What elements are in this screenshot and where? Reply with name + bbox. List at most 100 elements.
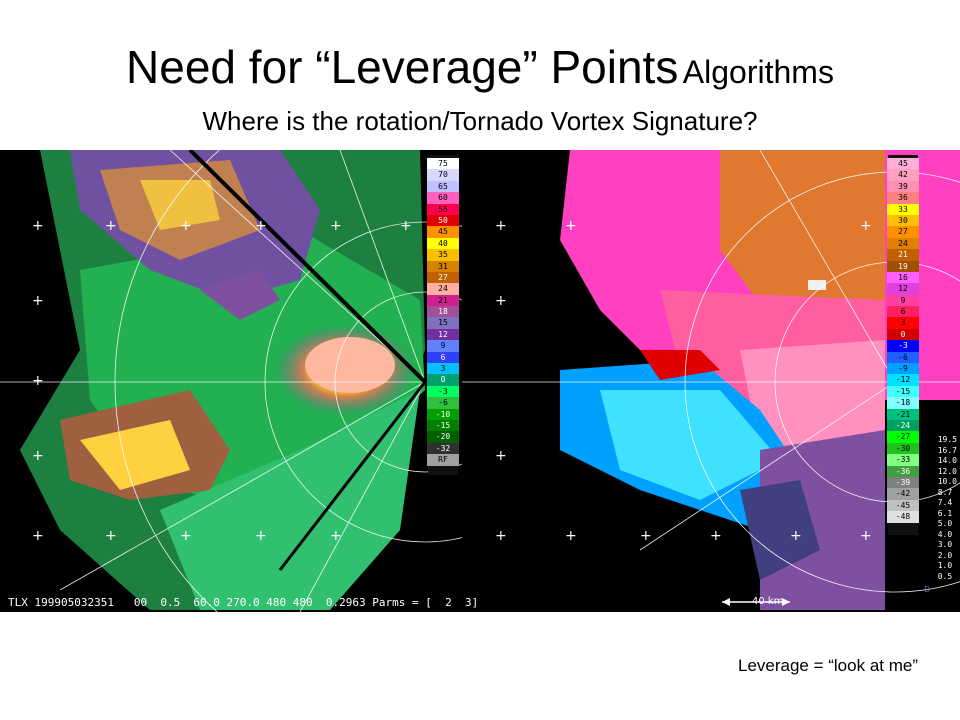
reflectivity-scale-entry: -32 <box>427 442 459 455</box>
reflectivity-scale-entry: 6 <box>427 351 459 364</box>
velocity-scale-entry: -33 <box>887 454 919 466</box>
corner-label: D <box>924 585 930 594</box>
right-scale-entry: 16.7 <box>937 445 957 455</box>
svg-text:+: + <box>32 373 44 389</box>
right-scale-entry: 14.0 <box>937 456 957 465</box>
velocity-scale-entry: 21 <box>887 249 919 261</box>
svg-text:+: + <box>860 528 872 544</box>
velocity-scale-entry: 45 <box>887 158 919 170</box>
reflectivity-scale-entry: -3 <box>427 385 459 398</box>
velocity-scale-entry: -9 <box>887 363 919 375</box>
reflectivity-scale-entry: 65 <box>427 180 459 193</box>
right-scale-entry: 12.0 <box>937 466 957 476</box>
velocity-scale-entry: -30 <box>887 442 919 455</box>
velocity-scale-entry: 0 <box>887 328 919 341</box>
svg-text:+: + <box>495 528 507 544</box>
velocity-scale-entry: 30 <box>887 214 919 227</box>
reflectivity-scale-entry: 27 <box>427 271 459 284</box>
svg-text:+: + <box>32 218 44 234</box>
svg-text:+: + <box>710 528 722 544</box>
title-small: Algorithms <box>682 54 834 90</box>
velocity-scale-entry: -15 <box>887 385 919 398</box>
velocity-scale-entry: 19 <box>887 260 919 272</box>
right-scale-entry: 3.0 <box>937 540 953 549</box>
slide-subtitle: Where is the rotation/Tornado Vortex Sig… <box>202 106 758 136</box>
radar-image: + + + + + + + + + + + + + + <box>0 150 960 612</box>
velocity-scale-entry: 6 <box>887 306 919 318</box>
reflectivity-scale-entry: -15 <box>427 419 459 432</box>
right-scale-entry: 8.7 <box>937 487 953 497</box>
svg-text:+: + <box>495 448 507 464</box>
svg-text:+: + <box>32 293 44 309</box>
velocity-scale-entry: 36 <box>887 192 919 204</box>
radar-display: + + + + + + + + + + + + + + <box>0 150 960 612</box>
reflectivity-scale-entry: 9 <box>427 340 459 352</box>
title-main: Need for “Leverage” Points <box>126 41 679 93</box>
reflectivity-scale-entry: 0 <box>427 374 459 386</box>
reflectivity-scale-entry: -10 <box>427 408 459 420</box>
reflectivity-scale-entry: 15 <box>427 317 459 329</box>
right-scale-entry: 0.5 <box>937 571 953 581</box>
velocity-scale-entry: 24 <box>887 237 919 250</box>
svg-text:+: + <box>105 218 117 234</box>
reflectivity-scale-entry: -6 <box>427 397 459 409</box>
right-scale-entry: 4.0 <box>937 529 953 539</box>
right-scale-entry: 1.0 <box>937 561 953 570</box>
velocity-color-scale: 45 42 39 36 33 30 27 24 21 19 16 12 9 6 3 0 -3 -6 -9 -12 -15… <box>887 158 919 523</box>
velocity-scale-entry: -24 <box>887 419 919 432</box>
right-scale-entry: 7.4 <box>937 498 953 507</box>
slide-title: Need for “Leverage” Points Algorithms <box>0 40 960 94</box>
right-scale-entry: 5.0 <box>937 519 953 528</box>
svg-text:+: + <box>330 528 342 544</box>
velocity-scale-entry: -39 <box>887 476 919 489</box>
status-bar: TLX 199905032351 00 0.5 60.0 270.0 480 4… <box>8 596 479 609</box>
reflectivity-panel: + + + + + + + + + + + + + + <box>0 150 736 612</box>
velocity-scale-entry: -21 <box>887 408 919 420</box>
svg-text:+: + <box>32 448 44 464</box>
right-scale-entry: 10.0 <box>937 477 957 486</box>
reflectivity-scale-entry: 40 <box>427 237 459 250</box>
svg-text:+: + <box>180 528 192 544</box>
reflectivity-scale-entry: 21 <box>427 294 459 307</box>
right-value-scale: 19.5 16.7 14.0 12.0 10.0 8.7 7.4 6.1 5.0 4.0 3.0 2.… <box>938 435 957 582</box>
right-scale-entry: 2.0 <box>937 550 953 560</box>
velocity-scale-entry: -12 <box>887 374 919 386</box>
svg-text:+: + <box>330 218 342 234</box>
reflectivity-scale-entry: 60 <box>427 192 459 204</box>
svg-text:+: + <box>400 218 412 234</box>
reflectivity-scale-entry: 18 <box>427 306 459 318</box>
distance-scale-label: 40 km <box>752 596 784 607</box>
svg-text:+: + <box>790 528 802 544</box>
svg-text:+: + <box>255 528 267 544</box>
velocity-scale-entry: 12 <box>887 283 919 295</box>
velocity-scale-entry: -6 <box>887 351 919 364</box>
reflectivity-scale-entry: 35 <box>427 249 459 261</box>
reflectivity-scale-entry: -20 <box>427 431 459 443</box>
reflectivity-scale-entry: 24 <box>427 283 459 295</box>
reflectivity-scale-entry: 70 <box>427 169 459 181</box>
velocity-scale-entry: 39 <box>887 180 919 193</box>
velocity-scale-entry: 42 <box>887 169 919 181</box>
reflectivity-scale-entry: 55 <box>427 203 459 215</box>
reflectivity-scale-entry: 50 <box>427 214 459 227</box>
velocity-scale-entry: -36 <box>887 465 919 477</box>
velocity-scale-entry: -18 <box>887 397 919 409</box>
velocity-scale-entry: 3 <box>887 317 919 329</box>
reflectivity-scale-entry: 3 <box>427 363 459 375</box>
svg-text:+: + <box>32 528 44 544</box>
svg-text:+: + <box>860 218 872 234</box>
reflectivity-scale-entry: 12 <box>427 328 459 341</box>
velocity-scale-entry: -3 <box>887 340 919 352</box>
reflectivity-scale-entry: 31 <box>427 260 459 272</box>
velocity-scale-entry: 33 <box>887 203 919 215</box>
svg-text:+: + <box>105 528 117 544</box>
velocity-scale-entry: -42 <box>887 488 919 500</box>
right-scale-entry: 19.5 <box>937 435 957 444</box>
velocity-scale-entry: -48 <box>887 511 919 523</box>
velocity-scale-entry: 9 <box>887 294 919 307</box>
reflectivity-scale-entry: RF <box>427 454 459 466</box>
velocity-panel: + + + + + + + + + + + <box>462 150 960 612</box>
svg-text:+: + <box>255 218 267 234</box>
velocity-scale-entry: -27 <box>887 431 919 443</box>
velocity-scale-entry: 16 <box>887 271 919 284</box>
